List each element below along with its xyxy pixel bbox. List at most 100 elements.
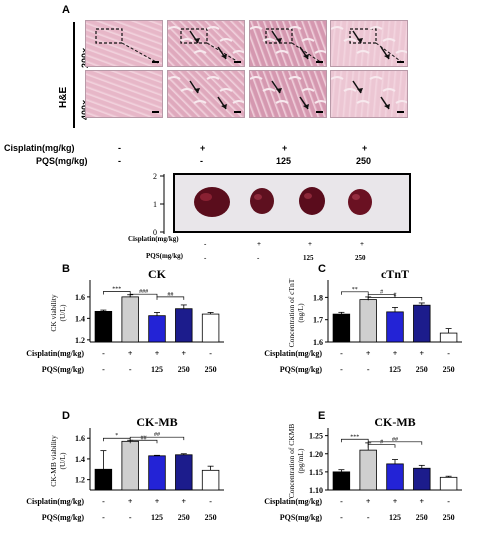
- significance-label: ***: [350, 434, 359, 440]
- cisplatin-value: -: [340, 349, 343, 358]
- cisplatin-value: -: [102, 349, 105, 358]
- pqs-value: 250: [443, 513, 455, 522]
- y-tick-label: 1.6: [75, 434, 85, 443]
- bar: [175, 308, 193, 343]
- bar: [332, 313, 351, 343]
- a-cisplatin-value: +: [362, 143, 368, 153]
- cisplatin-value: +: [128, 497, 133, 506]
- histology-image: [330, 20, 408, 67]
- y-axis-label: Concentration of CKMB(pg/mL): [287, 424, 305, 499]
- chart-title: CK-MB: [374, 415, 415, 429]
- y-tick-label: 1.10: [309, 486, 323, 495]
- bar: [439, 476, 458, 491]
- bar: [413, 467, 431, 491]
- bar: [121, 296, 139, 343]
- pqs-value: -: [367, 365, 370, 374]
- cisplatin-value: +: [155, 349, 160, 358]
- pqs-value: 250: [443, 365, 455, 374]
- significance-label: ##: [167, 292, 173, 298]
- heart-icon: [250, 188, 274, 214]
- cisplatin-value: +: [128, 349, 133, 358]
- pqs-row-label: PQS(mg/kg): [280, 365, 323, 374]
- significance-bracket: [156, 296, 185, 300]
- significance-bracket: [129, 293, 158, 298]
- ruler-tick: 1: [153, 200, 157, 209]
- significance-label: #: [394, 292, 397, 298]
- a-pqs-value: 125: [276, 156, 292, 166]
- photo-pqs-value: 250: [355, 254, 366, 262]
- heart-icon: [348, 189, 372, 215]
- pqs-value: -: [340, 365, 343, 374]
- histology-image: [167, 70, 245, 118]
- pqs-value: -: [102, 513, 105, 522]
- y-tick-label: 1.25: [309, 432, 323, 441]
- pqs-value: 250: [178, 365, 190, 374]
- cisplatin-value: -: [102, 497, 105, 506]
- stain-bracket: [73, 22, 75, 128]
- significance-bracket: [367, 297, 423, 301]
- cisplatin-value: +: [420, 497, 425, 506]
- y-tick-label: 1.20: [309, 450, 323, 459]
- bar: [439, 332, 458, 343]
- photo-cisplatin-value: +: [360, 240, 364, 248]
- histology-image: [330, 70, 408, 118]
- significance-label: #: [380, 290, 383, 296]
- y-axis-label: CK-MB viability(U/L): [49, 435, 67, 487]
- cisplatin-value: -: [209, 497, 212, 506]
- histology-image: [85, 20, 163, 67]
- heart-icon: [194, 187, 230, 217]
- bar: [201, 469, 220, 491]
- photo-pqs-label: PQS(mg/kg): [146, 252, 183, 260]
- pqs-value: -: [102, 365, 105, 374]
- pqs-value: -: [129, 365, 132, 374]
- a-pqs-label: PQS(mg/kg): [36, 156, 88, 166]
- y-tick-label: 1.4: [75, 314, 85, 323]
- cisplatin-value: +: [366, 497, 371, 506]
- y-tick-label: 1.2: [75, 476, 85, 485]
- bar: [359, 299, 377, 343]
- chart-ckmb-concentration: CK-MB Concentration of CKMB(pg/mL) 1.25 1.2…: [264, 415, 462, 522]
- cisplatin-value: -: [447, 497, 450, 506]
- pqs-row-label: PQS(mg/kg): [280, 513, 323, 522]
- chart-title: CK: [148, 267, 167, 281]
- y-axis-label: Concentration of cTnT(ng/L): [287, 278, 305, 347]
- a-pqs-value: -: [118, 156, 121, 166]
- bar: [359, 449, 377, 491]
- significance-bracket: [129, 439, 158, 444]
- cisplatin-row-label: Cisplatin(mg/kg): [26, 497, 84, 506]
- pqs-value: 250: [205, 513, 217, 522]
- chart-ckmb-viability: CK-MB CK-MB viability(U/L) 1.6 1.4 1.2 * ## ## C…: [26, 415, 224, 522]
- cisplatin-value: +: [182, 497, 187, 506]
- significance-bracket: [341, 291, 369, 295]
- pqs-row-label: PQS(mg/kg): [42, 513, 85, 522]
- y-tick-label: 1.2: [75, 336, 85, 345]
- pqs-value: -: [367, 513, 370, 522]
- significance-bracket: [129, 436, 185, 441]
- bar: [332, 471, 351, 491]
- cisplatin-row-label: Cisplatin(mg/kg): [26, 349, 84, 358]
- photo-cisplatin-value: -: [204, 240, 207, 248]
- stain-label: H&E: [58, 86, 69, 108]
- heart-icon: [299, 187, 325, 215]
- a-cisplatin-value: -: [118, 143, 121, 153]
- panel-b-label: B: [62, 263, 70, 275]
- cisplatin-value: +: [393, 349, 398, 358]
- bar: [94, 310, 113, 343]
- bar: [148, 315, 166, 343]
- chart-title: cTnT: [381, 267, 409, 281]
- heart-photo-panel: 2 1 0: [153, 172, 411, 237]
- significance-bracket: [341, 438, 369, 443]
- chart-ctnt: cTnT Concentration of cTnT(ng/L) 1.8 1.7 1.6…: [264, 267, 462, 374]
- significance-bracket: [367, 441, 423, 445]
- cisplatin-value: +: [393, 497, 398, 506]
- significance-label: #: [380, 440, 383, 446]
- panel-d-label: D: [62, 410, 70, 422]
- pqs-value: 250: [416, 513, 428, 522]
- pqs-value: 250: [205, 365, 217, 374]
- cisplatin-value: +: [182, 349, 187, 358]
- y-tick-label: 1.6: [313, 338, 323, 347]
- panel-e-label: E: [318, 410, 326, 422]
- bar: [94, 468, 113, 491]
- panel-a-label: A: [62, 4, 70, 16]
